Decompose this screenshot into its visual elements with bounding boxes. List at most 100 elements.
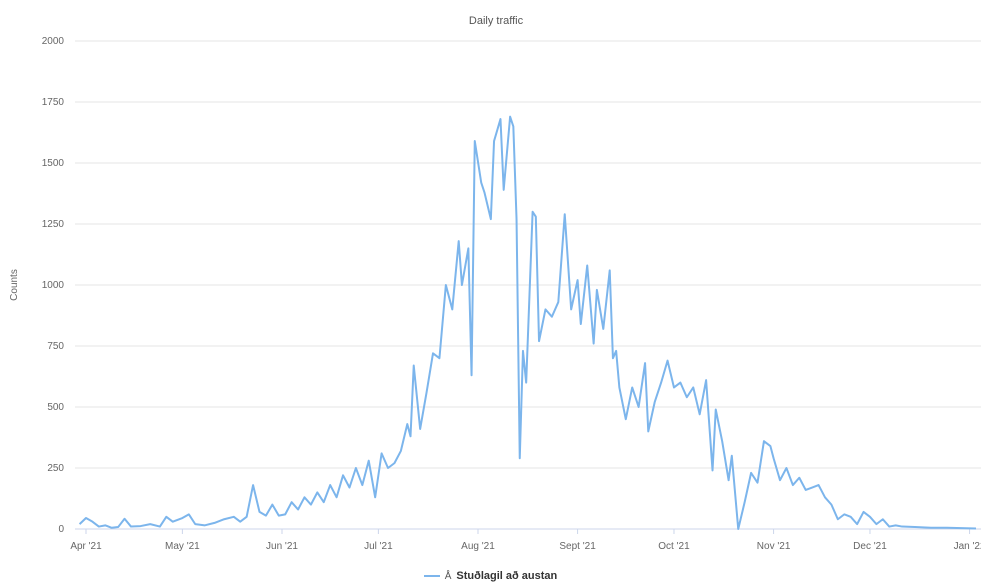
data-point[interactable] bbox=[354, 466, 358, 470]
data-point[interactable] bbox=[479, 181, 483, 185]
data-point[interactable] bbox=[556, 300, 560, 304]
data-point[interactable] bbox=[550, 315, 554, 319]
data-point[interactable] bbox=[399, 449, 403, 453]
data-point[interactable] bbox=[508, 115, 512, 119]
data-point[interactable] bbox=[756, 481, 760, 485]
data-point[interactable] bbox=[470, 373, 474, 377]
data-point[interactable] bbox=[784, 466, 788, 470]
data-point[interactable] bbox=[380, 451, 384, 455]
data-point[interactable] bbox=[450, 307, 454, 311]
data-point[interactable] bbox=[714, 407, 718, 411]
data-point[interactable] bbox=[810, 486, 814, 490]
data-point[interactable] bbox=[637, 405, 641, 409]
data-point[interactable] bbox=[97, 525, 101, 529]
data-point[interactable] bbox=[569, 307, 573, 311]
legend-item-series[interactable]: Å Stuðlagil að austan bbox=[423, 570, 557, 582]
data-point[interactable] bbox=[431, 351, 435, 355]
data-point[interactable] bbox=[579, 322, 583, 326]
data-point[interactable] bbox=[881, 517, 885, 521]
data-point[interactable] bbox=[611, 356, 615, 360]
data-point[interactable] bbox=[945, 526, 949, 530]
data-point[interactable] bbox=[460, 283, 464, 287]
data-point[interactable] bbox=[727, 478, 731, 482]
data-point[interactable] bbox=[373, 495, 377, 499]
data-point[interactable] bbox=[84, 516, 88, 520]
data-point[interactable] bbox=[296, 507, 300, 511]
data-point[interactable] bbox=[698, 412, 702, 416]
data-point[interactable] bbox=[720, 439, 724, 443]
data-point[interactable] bbox=[518, 456, 522, 460]
data-point[interactable] bbox=[617, 385, 621, 389]
data-point[interactable] bbox=[335, 495, 339, 499]
data-point[interactable] bbox=[193, 522, 197, 526]
data-point[interactable] bbox=[322, 500, 326, 504]
data-point[interactable] bbox=[222, 517, 226, 521]
data-point[interactable] bbox=[601, 327, 605, 331]
data-point[interactable] bbox=[437, 356, 441, 360]
data-point[interactable] bbox=[531, 210, 535, 214]
data-point[interactable] bbox=[425, 390, 429, 394]
data-point[interactable] bbox=[537, 339, 541, 343]
data-point[interactable] bbox=[123, 517, 127, 521]
data-point[interactable] bbox=[405, 422, 409, 426]
data-point[interactable] bbox=[678, 381, 682, 385]
data-point[interactable] bbox=[730, 454, 734, 458]
data-point[interactable] bbox=[772, 456, 776, 460]
data-point[interactable] bbox=[129, 525, 133, 529]
data-point[interactable] bbox=[666, 359, 670, 363]
data-point[interactable] bbox=[502, 188, 506, 192]
data-point[interactable] bbox=[614, 349, 618, 353]
data-point[interactable] bbox=[749, 471, 753, 475]
data-point[interactable] bbox=[653, 400, 657, 404]
data-point[interactable] bbox=[466, 246, 470, 250]
data-point[interactable] bbox=[171, 520, 175, 524]
data-point[interactable] bbox=[563, 212, 567, 216]
data-point[interactable] bbox=[409, 434, 413, 438]
data-point[interactable] bbox=[498, 117, 502, 121]
data-point[interactable] bbox=[595, 288, 599, 292]
data-point[interactable] bbox=[608, 268, 612, 272]
data-point[interactable] bbox=[203, 523, 207, 527]
data-point[interactable] bbox=[302, 495, 306, 499]
data-point[interactable] bbox=[110, 526, 114, 530]
data-point[interactable] bbox=[913, 525, 917, 529]
data-point[interactable] bbox=[489, 217, 493, 221]
data-point[interactable] bbox=[643, 361, 647, 365]
data-point[interactable] bbox=[659, 381, 663, 385]
data-point[interactable] bbox=[862, 510, 866, 514]
data-point[interactable] bbox=[492, 139, 496, 143]
data-point[interactable] bbox=[412, 364, 416, 368]
data-point[interactable] bbox=[836, 517, 840, 521]
data-point[interactable] bbox=[855, 522, 859, 526]
data-point[interactable] bbox=[78, 522, 82, 526]
data-point[interactable] bbox=[823, 495, 827, 499]
data-point[interactable] bbox=[691, 385, 695, 389]
data-point[interactable] bbox=[328, 483, 332, 487]
data-point[interactable] bbox=[842, 512, 846, 516]
data-point[interactable] bbox=[277, 514, 281, 518]
data-point[interactable] bbox=[743, 500, 747, 504]
data-point[interactable] bbox=[360, 483, 364, 487]
data-point[interactable] bbox=[245, 515, 249, 519]
data-point[interactable] bbox=[341, 473, 345, 477]
data-point[interactable] bbox=[283, 512, 287, 516]
data-point[interactable] bbox=[576, 278, 580, 282]
data-point[interactable] bbox=[367, 459, 371, 463]
data-point[interactable] bbox=[90, 520, 94, 524]
data-point[interactable] bbox=[116, 525, 120, 529]
data-point[interactable] bbox=[264, 514, 268, 518]
data-point[interactable] bbox=[736, 527, 740, 531]
data-point[interactable] bbox=[791, 483, 795, 487]
data-point[interactable] bbox=[392, 461, 396, 465]
data-point[interactable] bbox=[524, 381, 528, 385]
data-point[interactable] bbox=[630, 385, 634, 389]
data-point[interactable] bbox=[894, 523, 898, 527]
data-point[interactable] bbox=[232, 515, 236, 519]
data-point[interactable] bbox=[290, 500, 294, 504]
data-point[interactable] bbox=[817, 483, 821, 487]
data-point[interactable] bbox=[646, 429, 650, 433]
data-point[interactable] bbox=[624, 417, 628, 421]
data-point[interactable] bbox=[585, 263, 589, 267]
data-point[interactable] bbox=[797, 476, 801, 480]
data-point[interactable] bbox=[887, 525, 891, 529]
